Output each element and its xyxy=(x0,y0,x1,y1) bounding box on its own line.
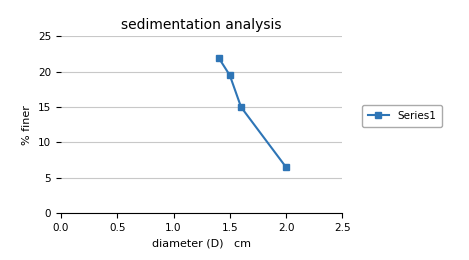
Y-axis label: % finer: % finer xyxy=(23,105,32,145)
Series1 xyxy=(227,74,233,77)
Title: sedimentation analysis: sedimentation analysis xyxy=(121,18,282,32)
Series1 xyxy=(238,106,244,109)
Legend: Series1: Series1 xyxy=(362,105,442,127)
Line: Series1: Series1 xyxy=(216,55,289,170)
Series1 xyxy=(216,56,221,59)
Series1 xyxy=(283,166,289,169)
X-axis label: diameter (D)   cm: diameter (D) cm xyxy=(152,238,251,249)
